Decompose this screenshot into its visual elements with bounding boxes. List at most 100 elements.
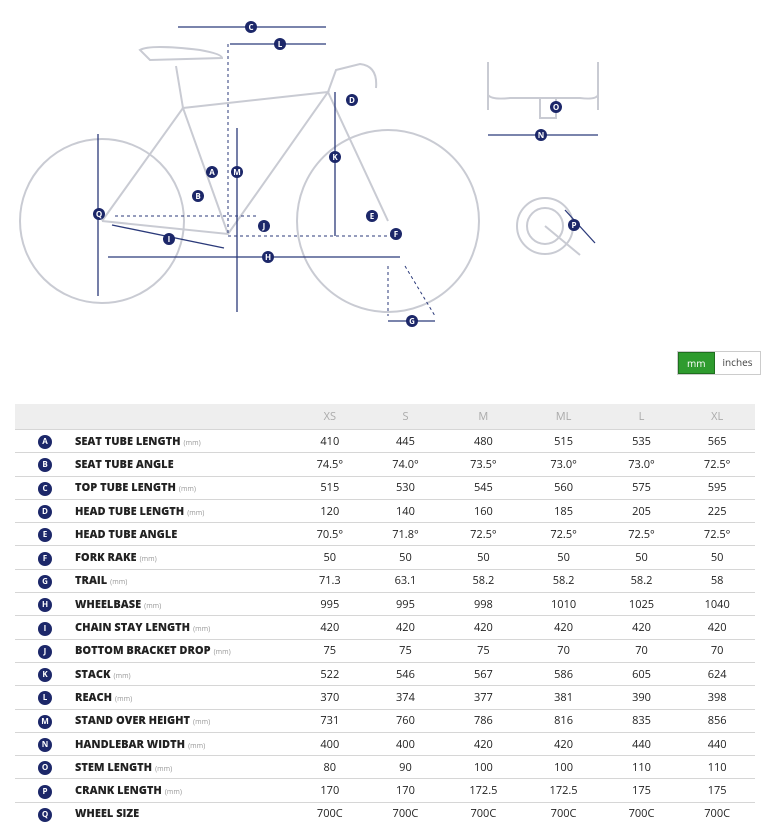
label-letter: G — [409, 316, 415, 327]
value-cell: 73.0° — [523, 452, 604, 477]
value-cell: 140 — [367, 498, 444, 523]
value-cell: 185 — [523, 498, 604, 523]
table-row: B SEAT TUBE ANGLE 74.5° 74.0° 73.5° 73.0° 73.0… — [15, 452, 755, 477]
unit-toggle[interactable]: mm inches — [677, 351, 762, 375]
letter-badge: A — [38, 435, 52, 450]
value-cell: 522 — [292, 661, 368, 686]
letter-cell: N — [15, 731, 75, 756]
label-letter: K — [332, 152, 338, 163]
value-cell: 50 — [443, 545, 524, 570]
value-cell: 400 — [292, 731, 368, 756]
letter-cell: F — [15, 545, 75, 570]
value-cell: 700C — [679, 801, 755, 826]
letter-badge: Q — [38, 807, 52, 822]
unit: (mm) — [113, 671, 131, 681]
letter-badge: H — [38, 598, 52, 613]
table-row: Q WHEEL SIZE 700C 700C 700C 700C 700C 700C — [15, 801, 755, 826]
unit: (mm) — [193, 625, 211, 635]
value-cell: 172.5 — [443, 778, 524, 803]
name-cell: SEAT TUBE LENGTH (mm) — [75, 428, 292, 453]
value-cell: 995 — [367, 592, 444, 616]
label-dot — [568, 219, 580, 231]
name-cell: WHEELBASE (mm) — [75, 592, 292, 616]
label-dot — [93, 208, 105, 220]
letter-badge: K — [38, 668, 52, 683]
measure-name: TRAIL — [75, 573, 108, 589]
letter-cell: L — [15, 685, 75, 710]
value-cell: 1040 — [679, 592, 755, 616]
letter-cell: M — [15, 708, 75, 733]
dimension-lines — [97, 26, 598, 322]
unit: (mm) — [193, 718, 211, 728]
table-row: L REACH (mm) 370 374 377 381 390 398 — [15, 685, 755, 710]
value-cell: 72.5° — [523, 522, 604, 546]
letter-cell: B — [15, 452, 75, 477]
label-dot — [192, 190, 204, 202]
letter-badge: E — [38, 528, 52, 543]
value-cell: 73.5° — [443, 452, 524, 477]
value-cell: 700C — [603, 801, 680, 826]
table-row: H WHEELBASE (mm) 995 995 998 1010 1025 1040 — [15, 592, 755, 616]
label-dot — [206, 166, 218, 178]
letter-badge: C — [38, 481, 52, 496]
value-cell: 72.5° — [679, 452, 755, 477]
value-cell: 70.5° — [292, 522, 368, 546]
measure-name: SEAT TUBE ANGLE — [75, 456, 174, 472]
value-cell: 90 — [367, 755, 444, 779]
letter-badge: M — [38, 714, 52, 729]
value-cell: 100 — [523, 755, 604, 779]
value-cell: 370 — [292, 685, 368, 710]
letter-badge: F — [38, 551, 52, 566]
value-cell: 205 — [603, 498, 680, 523]
table-row: P CRANK LENGTH (mm) 170 170 172.5 172.5 175 175 — [15, 778, 755, 803]
value-cell: 50 — [603, 545, 680, 570]
letter-cell: E — [15, 522, 75, 546]
label-letter: C — [248, 22, 253, 33]
column-header: ML — [523, 404, 604, 430]
letter-cell: D — [15, 498, 75, 523]
label-letter: D — [349, 95, 355, 106]
value-cell: 120 — [292, 498, 368, 523]
value-cell: 381 — [523, 685, 604, 710]
value-cell: 420 — [679, 615, 755, 640]
label-letter: A — [209, 167, 215, 178]
letter-cell: P — [15, 778, 75, 803]
value-cell: 545 — [443, 475, 524, 500]
value-cell: 856 — [679, 708, 755, 733]
unit: (mm) — [115, 694, 133, 704]
name-cell: TOP TUBE LENGTH (mm) — [75, 475, 292, 500]
value-cell: 995 — [292, 592, 368, 616]
name-cell: STEM LENGTH (mm) — [75, 755, 292, 779]
label-letter: I — [168, 234, 171, 245]
unit-option[interactable]: inches — [722, 355, 753, 369]
value-cell: 225 — [679, 498, 755, 523]
value-cell: 175 — [603, 778, 680, 803]
value-cell: 760 — [367, 708, 444, 733]
label-dot — [406, 315, 418, 327]
value-cell: 700C — [367, 801, 444, 826]
unit-option[interactable]: mm — [678, 352, 715, 374]
value-cell: 816 — [523, 708, 604, 733]
header-row: XS S M ML L XL — [15, 404, 755, 430]
value-cell: 100 — [443, 755, 524, 779]
table-row: A SEAT TUBE LENGTH (mm) 410 445 480 515 535 565 — [15, 428, 755, 453]
value-cell: 74.5° — [292, 452, 368, 477]
letter-cell: O — [15, 755, 75, 779]
letter-badge: P — [38, 784, 52, 799]
table-row: D HEAD TUBE LENGTH (mm) 120 140 160 185 205 225 — [15, 498, 755, 523]
table-row: I CHAIN STAY LENGTH (mm) 420 420 420 420 420 420 — [15, 615, 755, 640]
unit: (mm) — [139, 555, 157, 565]
value-cell: 70 — [603, 638, 680, 663]
value-cell: 58 — [679, 568, 755, 593]
label-letter: E — [370, 211, 375, 222]
geometry-diagram: A B C D E F G H I J K L M N O P Q — [19, 21, 599, 327]
value-cell: 390 — [603, 685, 680, 710]
value-cell: 72.5° — [443, 522, 524, 546]
column-header: XL — [679, 404, 755, 430]
label-dot — [366, 210, 378, 222]
value-cell: 445 — [367, 428, 444, 453]
value-cell: 595 — [679, 475, 755, 500]
value-cell: 535 — [603, 428, 680, 453]
label-dot — [535, 129, 547, 141]
table-row: K STACK (mm) 522 546 567 586 605 624 — [15, 661, 755, 686]
